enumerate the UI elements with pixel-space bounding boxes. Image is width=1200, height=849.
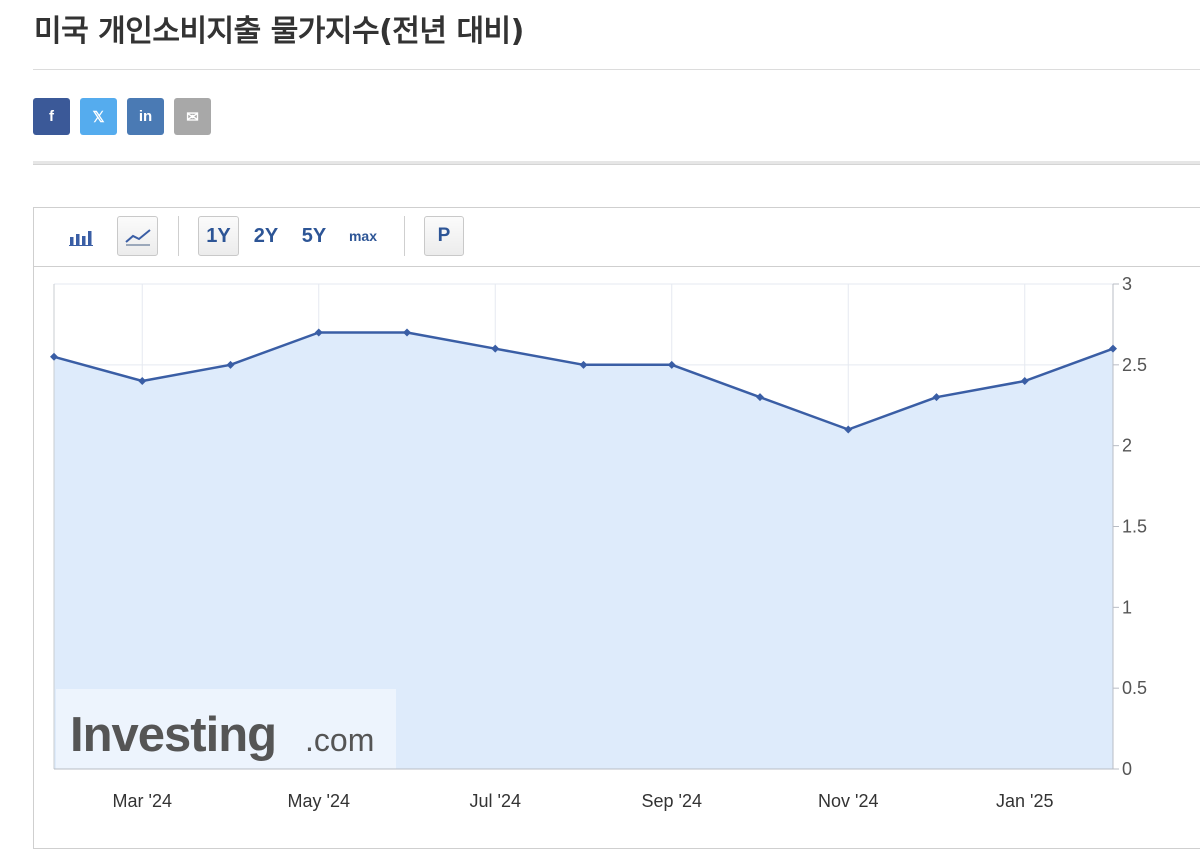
section-divider [33, 161, 1200, 165]
data-point-marker[interactable] [403, 328, 411, 337]
data-point-marker[interactable] [756, 393, 764, 402]
bar-chart-button[interactable] [62, 216, 102, 256]
x-tick-label: Nov '24 [818, 791, 878, 811]
toolbar-separator [178, 216, 179, 256]
x-share-button[interactable]: 𝕏 [80, 98, 117, 135]
area-chart-button[interactable] [117, 216, 158, 256]
y-tick-label: 2.5 [1122, 355, 1147, 375]
data-point-marker[interactable] [226, 360, 235, 369]
data-point-marker[interactable] [1020, 377, 1029, 385]
page-title: 미국 개인소비지출 물가지수(전년 대비) [34, 14, 524, 49]
y-tick-label: 1.5 [1122, 517, 1147, 537]
area-chart-icon [124, 229, 151, 246]
email-icon: ✉ [186, 108, 199, 126]
facebook-icon: f [49, 108, 54, 125]
y-tick-label: 2 [1122, 436, 1132, 456]
y-tick-label: 1 [1122, 597, 1132, 617]
p-button[interactable]: P [424, 216, 464, 256]
data-point-marker[interactable] [932, 393, 941, 402]
watermark-suffix: .com [305, 722, 374, 758]
watermark-brand: Investing [70, 708, 276, 762]
x-twitter-icon: 𝕏 [92, 108, 105, 126]
investing-watermark: Investing .com [56, 689, 396, 769]
period-max-button[interactable]: max [348, 228, 378, 244]
bar-chart-icon [69, 231, 93, 246]
linkedin-share-button[interactable]: in [127, 98, 164, 135]
data-point-marker[interactable] [667, 360, 676, 369]
area-fill [54, 332, 1113, 769]
chart-plot: Investing .com 0 0.5 1 1.5 2 2.5 3 Mar '24 May … [50, 274, 1147, 811]
data-point-marker[interactable] [844, 425, 853, 434]
data-point-marker[interactable] [314, 328, 323, 337]
y-tick-label: 0 [1122, 759, 1132, 779]
linkedin-icon: in [138, 108, 153, 125]
x-tick-label: Jan '25 [996, 791, 1053, 811]
x-tick-label: Jul '24 [470, 791, 521, 811]
data-point-marker[interactable] [579, 360, 588, 369]
title-divider [33, 69, 1200, 70]
data-point-marker[interactable] [50, 352, 58, 361]
x-tick-label: Mar '24 [113, 791, 172, 811]
y-tick-label: 0.5 [1122, 678, 1147, 698]
period-5y-button[interactable]: 5Y [301, 224, 327, 247]
toolbar-separator [404, 216, 405, 256]
period-2y-button[interactable]: 2Y [253, 224, 279, 247]
email-share-button[interactable]: ✉ [174, 98, 211, 135]
facebook-share-button[interactable]: f [33, 98, 70, 135]
period-1y-button[interactable]: 1Y [198, 216, 239, 256]
chart-container: 1Y 2Y 5Y max P Investing .com 0 0.5 1 1.5 2 2… [33, 207, 1200, 849]
chart-toolbar: 1Y 2Y 5Y max P [34, 208, 1200, 267]
y-tick-label: 3 [1122, 274, 1132, 294]
data-point-marker[interactable] [138, 377, 147, 385]
x-tick-label: May '24 [288, 791, 350, 811]
data-point-marker[interactable] [491, 344, 500, 353]
x-tick-label: Sep '24 [642, 791, 703, 811]
data-point-marker[interactable] [1109, 344, 1117, 353]
